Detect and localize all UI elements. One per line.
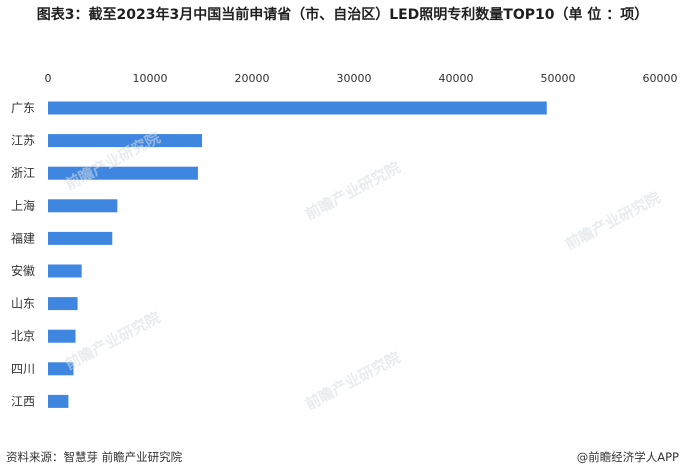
x-axis-ticks: 0 10000 20000 30000 40000 50000 60000 [45,72,678,85]
y-category-label: 北京 [11,329,35,343]
y-category-label: 江西 [11,394,35,408]
bar [48,394,69,408]
y-category-label: 四川 [11,362,35,376]
x-tick-label: 40000 [439,72,474,85]
x-tick-label: 0 [45,72,52,85]
bar [48,101,547,115]
y-category-label: 福建 [11,230,35,245]
x-tick-label: 60000 [643,72,678,85]
bars [48,101,547,408]
bar [48,199,118,213]
x-tick-label: 20000 [235,72,270,85]
y-category-label: 山东 [11,297,35,311]
y-category-label: 安徽 [11,263,35,278]
source-note: 资料来源：智慧芽 前瞻产业研究院 [6,450,183,464]
y-category-label: 江苏 [11,134,35,148]
x-tick-label: 30000 [337,72,372,85]
bar [48,362,74,376]
bar [48,134,203,148]
x-tick-label: 50000 [541,72,576,85]
y-category-label: 上海 [11,198,35,213]
y-category-label: 浙江 [11,166,35,180]
bar [48,264,82,278]
y-category-label: 广东 [11,101,35,115]
x-tick-label: 10000 [133,72,168,85]
brand-credit: @前瞻经济学人APP [576,450,679,464]
chart-title: 图表3：截至2023年3月中国当前申请省（市、自治区）LED照明专利数量TOP1… [36,7,649,23]
bar [48,297,78,311]
bar [48,231,113,245]
bar [48,329,76,343]
bar [48,166,198,180]
